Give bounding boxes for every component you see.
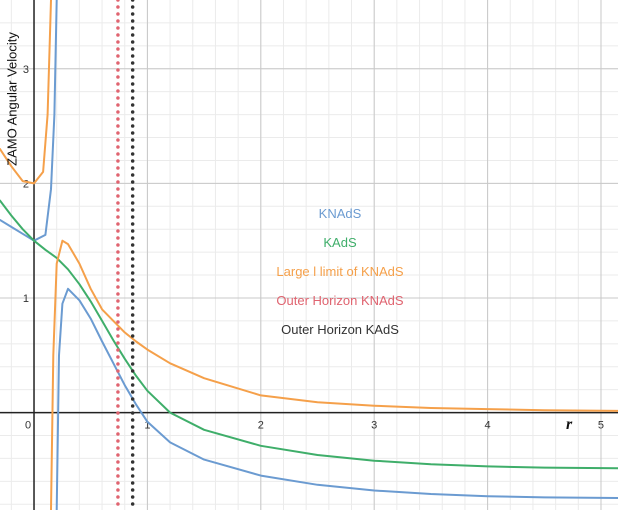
- series-kads-segment-0: [0, 199, 618, 470]
- x-axis-label: r: [566, 416, 573, 433]
- legend-entry-outer-horizon-knads: Outer Horizon KNAdS: [276, 293, 404, 308]
- x-tick-label: 1: [144, 420, 150, 432]
- y-tick-label: 2: [23, 178, 29, 190]
- x-tick-label: 0: [25, 420, 31, 432]
- legend-entry-outer-horizon-kads: Outer Horizon KAdS: [281, 322, 399, 337]
- x-tick-label: 2: [258, 420, 264, 432]
- y-tick-label: 3: [23, 64, 29, 76]
- x-tick-label: 5: [598, 420, 604, 432]
- x-tick-label: 4: [485, 420, 491, 432]
- y-axis-label-text: ZAMO Angular Velocity: [4, 32, 20, 166]
- legend-entry-knads: KNAdS: [318, 206, 362, 221]
- x-tick-label: 3: [371, 420, 377, 432]
- legend-entry-large-l-limit: Large l limit of KNAdS: [276, 264, 404, 279]
- legend: KNAdS KAdS Large l limit of KNAdS Outer …: [220, 206, 460, 351]
- series-large-l-limit-of-knads-segment-1: [50, 239, 618, 510]
- series-large-l-limit-of-knads-segment-0: [0, 0, 52, 185]
- series-knads-segment-1: [55, 287, 618, 510]
- series-knads-segment-0: [0, 0, 58, 242]
- y-axis-label: ZAMO Angular Velocity: [2, 4, 22, 194]
- y-tick-label: 1: [23, 293, 29, 305]
- legend-entry-kads: KAdS: [323, 235, 357, 250]
